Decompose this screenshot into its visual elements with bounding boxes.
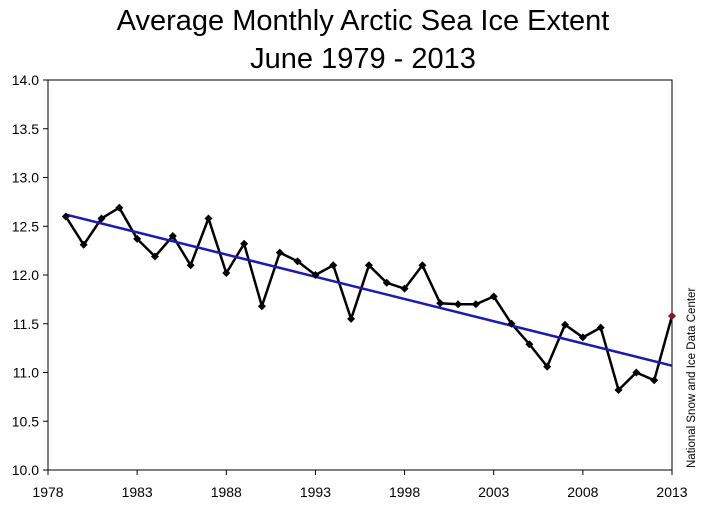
data-point (561, 320, 570, 329)
chart-title-line-1: Average Monthly Arctic Sea Ice Extent (117, 5, 610, 37)
data-point (543, 362, 552, 371)
data-point (489, 292, 498, 301)
data-point (650, 376, 659, 385)
y-tick-label: 11.5 (13, 316, 39, 332)
series-layer (61, 203, 676, 395)
data-point (275, 248, 284, 257)
x-tick-label: 2013 (656, 484, 687, 500)
data-point (97, 214, 106, 223)
data-point (632, 368, 641, 377)
y-tick-label: 10.0 (12, 462, 39, 478)
data-point (436, 299, 445, 308)
data-point (257, 302, 266, 311)
data-point (168, 232, 177, 240)
chart-title-line-2: June 1979 - 2013 (250, 43, 476, 75)
credit-label: National Snow and Ice Data Center (686, 288, 698, 468)
data-point (525, 340, 534, 349)
data-point-highlight (668, 311, 676, 320)
x-tick-label: 1993 (300, 484, 331, 500)
data-point (150, 252, 159, 261)
data-point (222, 269, 231, 278)
x-tick-label: 1998 (389, 484, 420, 500)
data-point (186, 261, 195, 270)
data-point (329, 261, 338, 270)
data-point (418, 261, 427, 270)
y-tick-label: 14.0 (12, 72, 39, 88)
data-point (454, 300, 463, 309)
data-point (596, 323, 605, 332)
y-tick-label: 10.5 (12, 413, 39, 429)
x-tick-label: 1983 (122, 484, 153, 500)
x-axis: 1978 1983 1988 1993 1998 2003 2008 2013 (32, 470, 688, 500)
x-tick-label: 2003 (478, 484, 509, 500)
x-tick-label: 1978 (32, 484, 63, 500)
y-tick-label: 11.0 (13, 365, 39, 381)
data-point (471, 300, 480, 309)
data-point (507, 319, 516, 328)
y-tick-label: 13.5 (12, 121, 39, 137)
y-tick-label: 12.0 (12, 267, 39, 283)
data-point (382, 278, 391, 287)
y-axis: 10.0 10.5 11.0 11.5 12.0 12.5 13.0 13.5 14.0 (12, 72, 48, 478)
data-point (133, 234, 142, 243)
data-point (61, 212, 70, 221)
data-point (578, 333, 587, 342)
data-point (79, 240, 88, 249)
data-point (364, 261, 373, 270)
data-point (115, 203, 124, 212)
data-point (614, 386, 623, 395)
data-point (204, 214, 213, 223)
y-tick-label: 13.0 (12, 170, 39, 186)
plot-area (47, 79, 673, 471)
x-tick-label: 2008 (567, 484, 598, 500)
data-point (400, 284, 409, 293)
data-point (311, 271, 320, 279)
data-point (347, 314, 356, 323)
data-point (240, 239, 249, 248)
data-point (293, 257, 302, 266)
trend-line (65, 213, 673, 367)
x-tick-label: 1988 (211, 484, 242, 500)
y-tick-label: 12.5 (12, 218, 39, 234)
